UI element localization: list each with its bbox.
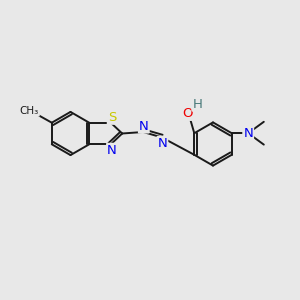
Text: N: N bbox=[139, 119, 149, 133]
Text: N: N bbox=[243, 127, 253, 140]
Text: H: H bbox=[192, 98, 202, 111]
Text: S: S bbox=[108, 111, 116, 124]
Text: CH₃: CH₃ bbox=[20, 106, 39, 116]
Text: N: N bbox=[158, 137, 167, 150]
Text: O: O bbox=[182, 107, 193, 120]
Text: N: N bbox=[107, 144, 117, 157]
